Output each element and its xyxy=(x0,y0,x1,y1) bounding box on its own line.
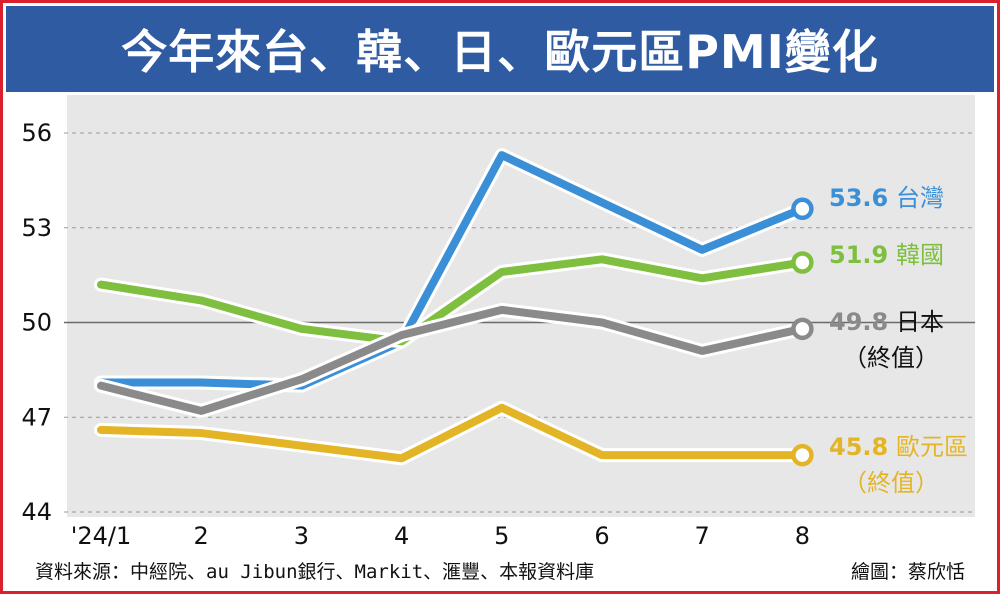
x-tick-label-3: 3 xyxy=(294,522,309,550)
series-end-marker-3 xyxy=(791,443,814,467)
y-tick-label-56: 56 xyxy=(21,119,52,147)
x-tick-label-2: 2 xyxy=(194,522,209,550)
x-tick-label-1: '24/1 xyxy=(71,522,132,550)
series-line-1 xyxy=(97,255,807,346)
end-sub-label-3: （終值） xyxy=(843,469,939,497)
end-name-label-1: 韓國 xyxy=(896,241,944,269)
y-tick-label-47: 47 xyxy=(21,403,52,431)
source-note: 資料來源：中經院、au Jibun銀行、Markit、滙豐、本報資料庫 xyxy=(35,561,595,583)
y-tick-label-44: 44 xyxy=(21,498,52,526)
end-name-label-3: 歐元區 xyxy=(896,433,968,461)
x-tick-label-8: 8 xyxy=(795,522,810,550)
end-value-label-1: 51.9 xyxy=(829,241,888,269)
title-banner: 今年來台、韓、日、歐元區PMI變化 xyxy=(6,6,994,92)
y-tick-label-53: 53 xyxy=(21,214,52,242)
series-line-2 xyxy=(97,305,807,415)
series-line-0 xyxy=(97,151,807,390)
graphic-credit: 繪圖：蔡欣恬 xyxy=(850,561,965,583)
y-tick-label-50: 50 xyxy=(21,309,52,337)
end-value-label-2: 49.8 xyxy=(829,308,888,336)
end-name-label-2: 日本 xyxy=(896,308,944,336)
series-line-3 xyxy=(97,403,807,463)
series-end-marker-2 xyxy=(791,317,814,341)
x-tick-label-4: 4 xyxy=(394,522,409,550)
end-name-label-0: 台灣 xyxy=(896,184,944,212)
end-value-label-0: 53.6 xyxy=(829,184,888,212)
chart-title: 今年來台、韓、日、歐元區PMI變化 xyxy=(121,25,879,79)
x-tick-label-5: 5 xyxy=(494,522,509,550)
end-value-label-3: 45.8 xyxy=(829,433,888,461)
series-end-marker-0 xyxy=(791,197,814,221)
series-end-marker-1 xyxy=(791,251,814,274)
x-tick-label-7: 7 xyxy=(695,522,710,550)
end-sub-label-2: （終值） xyxy=(843,344,939,372)
x-tick-label-6: 6 xyxy=(594,522,609,550)
